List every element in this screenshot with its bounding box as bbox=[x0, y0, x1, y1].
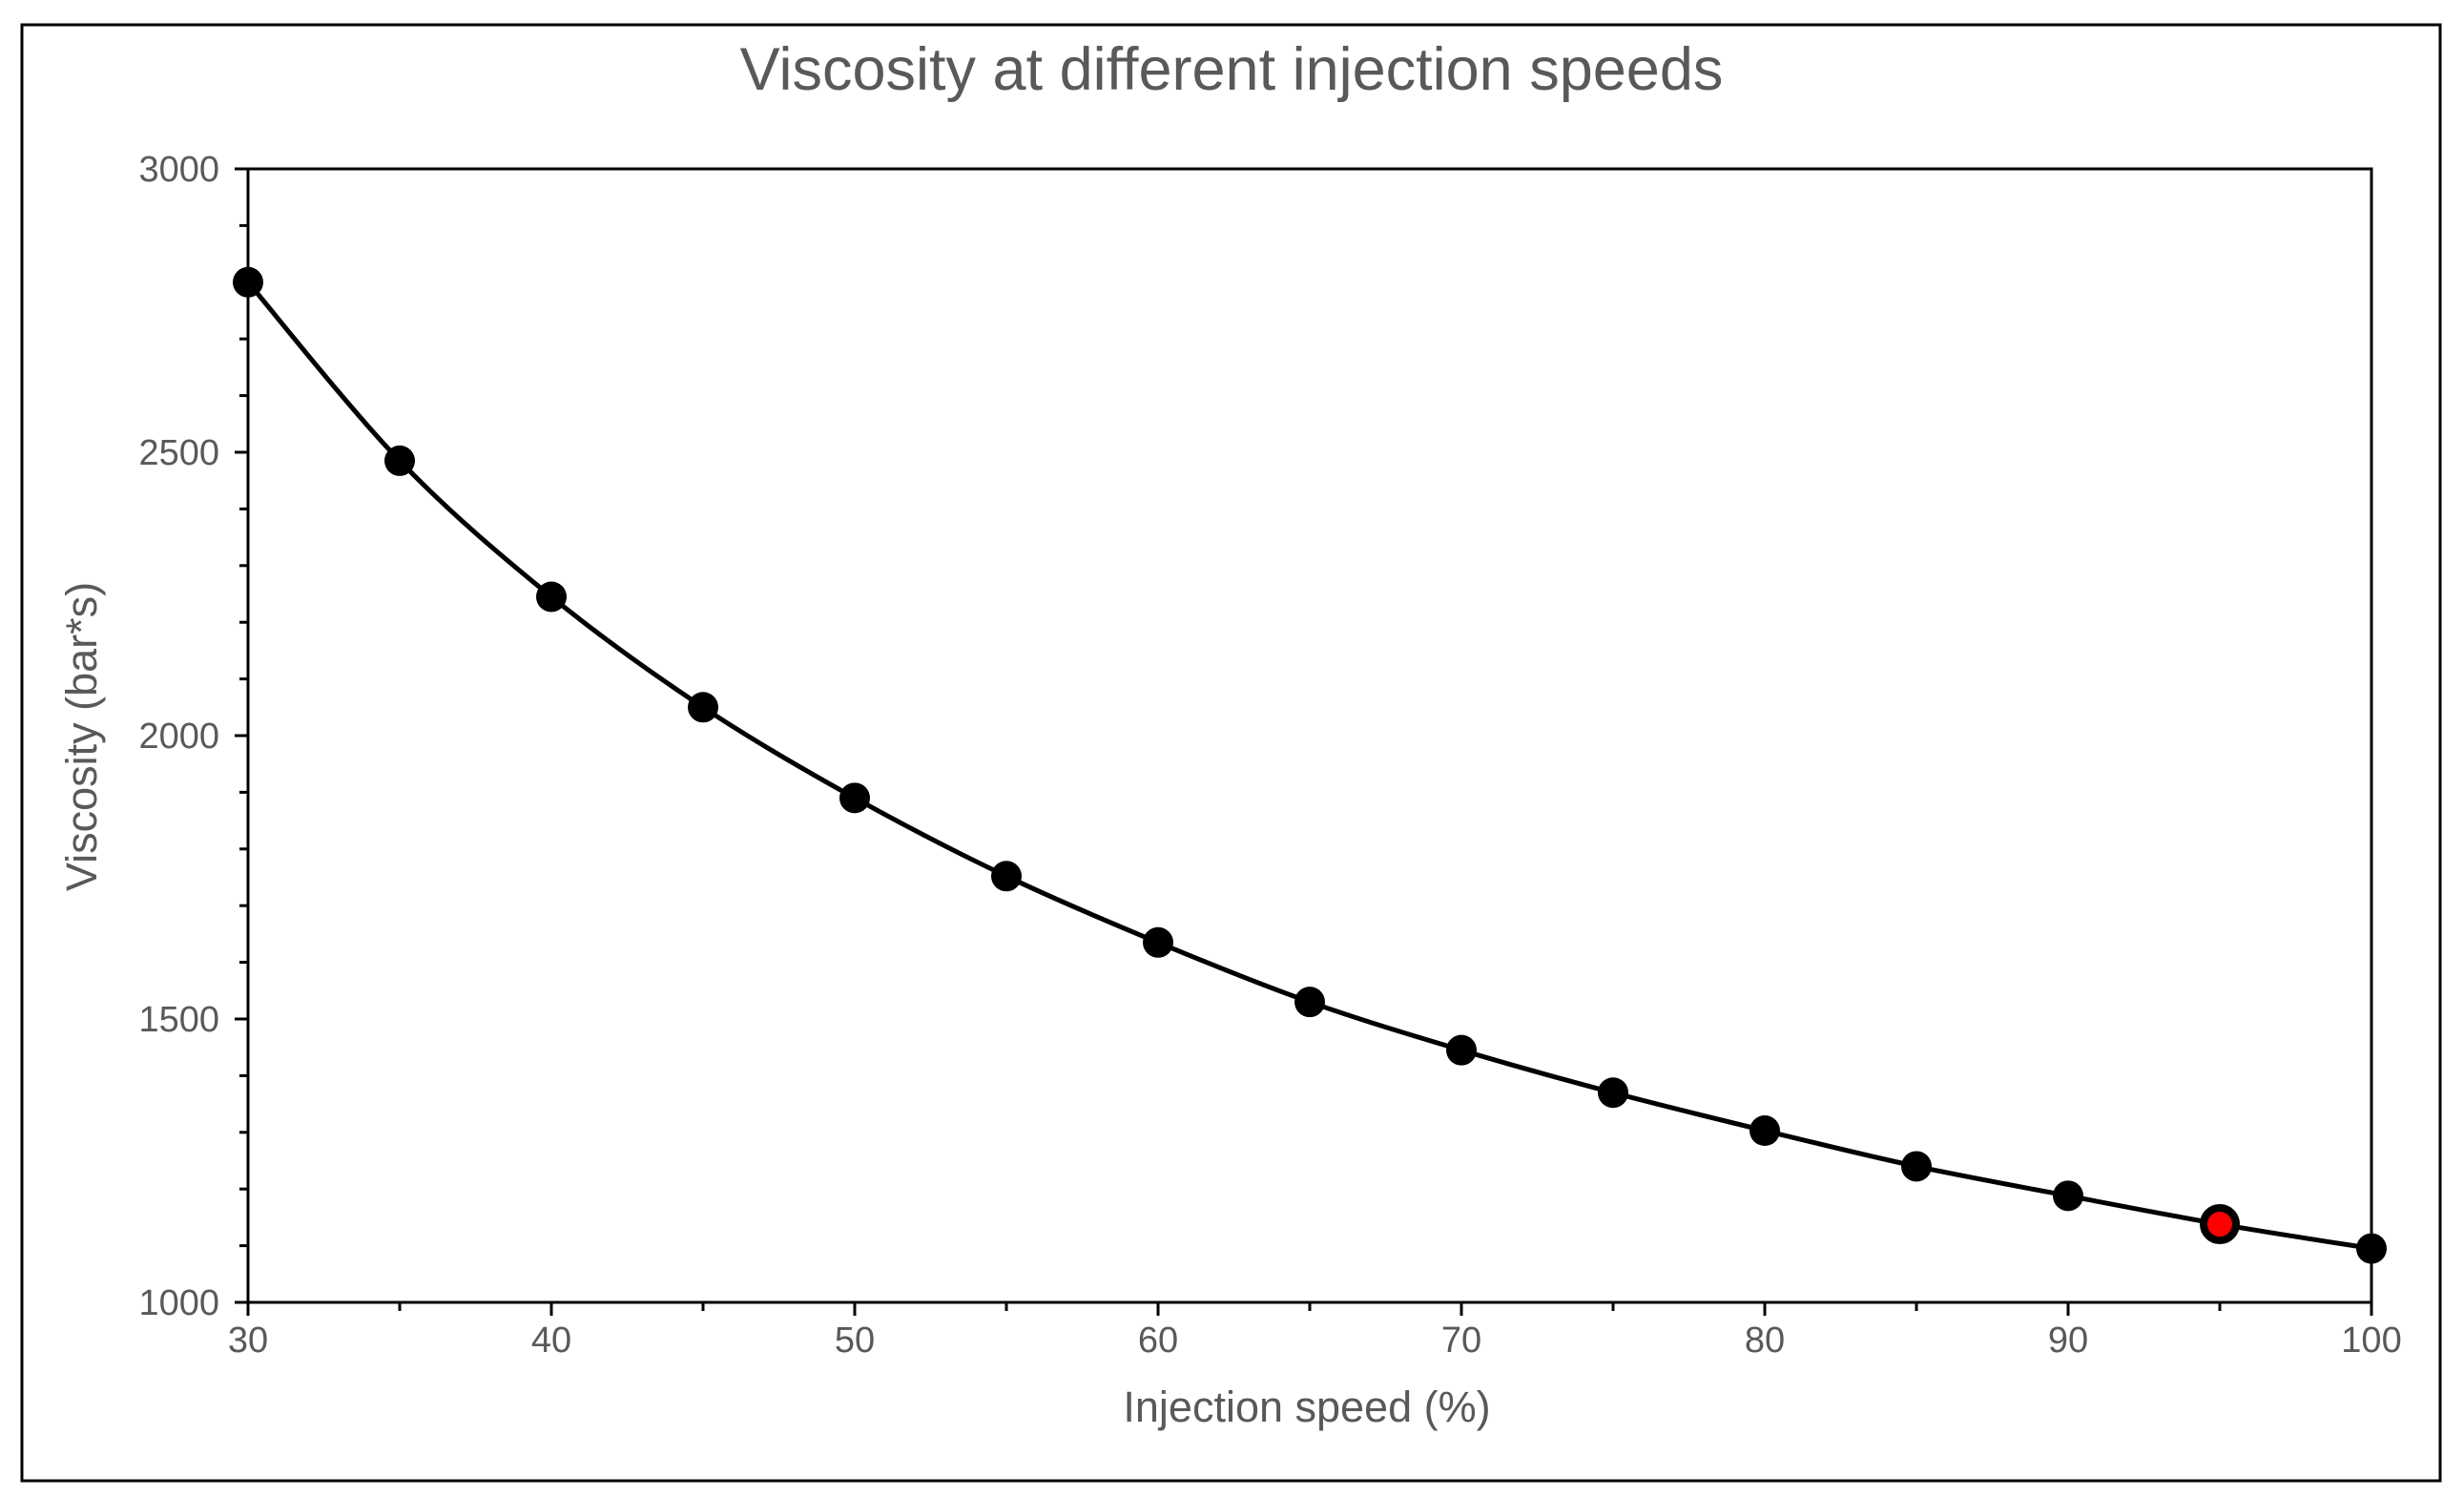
y-tick-label: 2500 bbox=[138, 433, 219, 473]
x-tick-label: 30 bbox=[228, 1320, 268, 1361]
plot-area-border bbox=[246, 167, 2373, 1304]
data-point bbox=[2053, 1180, 2083, 1212]
x-tick-label: 60 bbox=[1138, 1320, 1178, 1361]
y-tick-label: 1000 bbox=[138, 1283, 219, 1323]
x-tick-label: 80 bbox=[1745, 1320, 1785, 1361]
data-point bbox=[839, 782, 870, 814]
data-point bbox=[1446, 1034, 1477, 1066]
chart-title: Viscosity at different injection speeds bbox=[740, 36, 1724, 103]
data-point bbox=[1294, 987, 1325, 1018]
x-tick-label: 50 bbox=[835, 1320, 875, 1361]
data-point bbox=[1143, 926, 1173, 958]
chart-frame bbox=[20, 23, 2442, 1483]
data-point bbox=[688, 692, 718, 723]
data-point bbox=[536, 581, 567, 613]
data-point bbox=[384, 445, 415, 476]
x-tick-label: 70 bbox=[1441, 1320, 1481, 1361]
highlighted-data-point bbox=[2200, 1204, 2240, 1245]
y-tick-label: 3000 bbox=[138, 150, 219, 190]
x-axis-label: Injection speed (%) bbox=[1123, 1383, 1490, 1431]
data-point bbox=[1598, 1077, 1628, 1109]
y-axis-label: Viscosity (bar*s) bbox=[57, 582, 106, 891]
data-points bbox=[233, 266, 2387, 1264]
data-point bbox=[1750, 1115, 1780, 1147]
x-tick-label: 90 bbox=[2048, 1320, 2088, 1361]
x-tick-label: 40 bbox=[531, 1320, 571, 1361]
x-tick-label: 100 bbox=[2341, 1320, 2401, 1361]
data-point bbox=[991, 861, 1022, 892]
y-axis-tick-labels: 1000 1500 2000 2500 3000 bbox=[138, 150, 219, 1323]
y-tick-label: 2000 bbox=[138, 717, 219, 757]
x-axis-tick-labels: 30 40 50 60 70 80 90 100 bbox=[228, 1320, 2402, 1361]
data-point bbox=[1901, 1151, 1932, 1182]
y-tick-label: 1500 bbox=[138, 1000, 219, 1040]
